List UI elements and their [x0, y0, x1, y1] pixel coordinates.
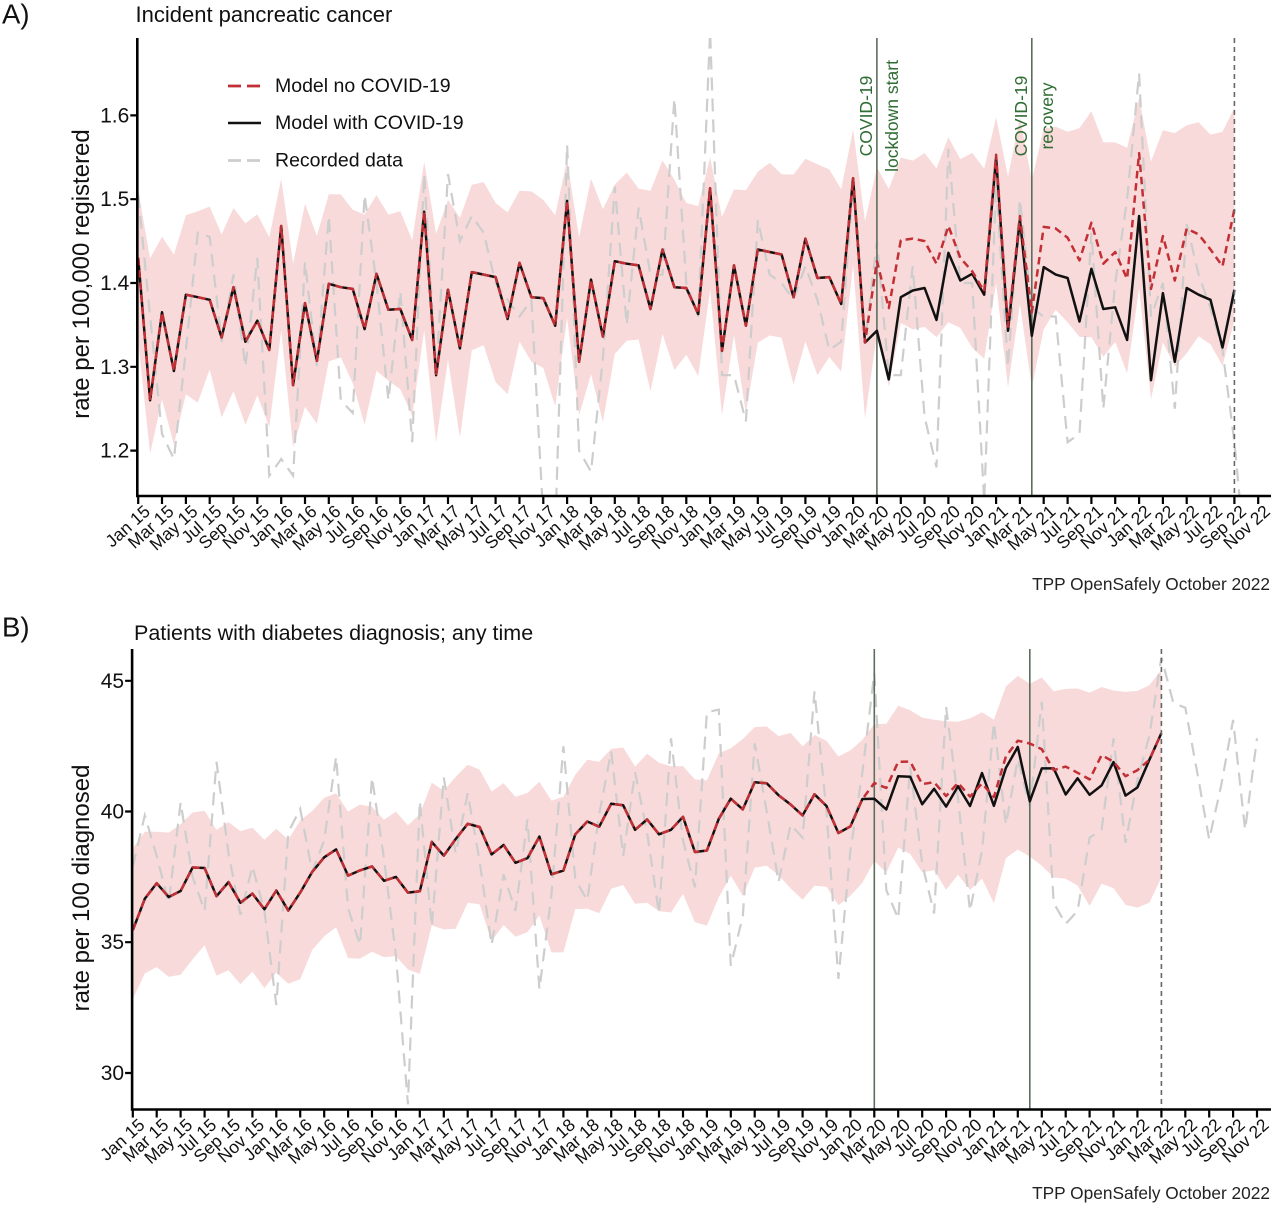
svg-text:B): B): [2, 612, 30, 643]
svg-text:TPP OpenSafely October 2022: TPP OpenSafely October 2022: [1032, 1183, 1270, 1203]
svg-text:Recorded data: Recorded data: [275, 150, 403, 172]
svg-text:1.3: 1.3: [100, 356, 129, 379]
svg-text:COVID-19: COVID-19: [856, 76, 876, 157]
svg-text:30: 30: [101, 1062, 124, 1085]
svg-text:40: 40: [101, 801, 124, 824]
svg-text:lockdown start: lockdown start: [882, 60, 902, 172]
svg-text:Patients with diabetes diagnos: Patients with diabetes diagnosis; any ti…: [134, 621, 533, 645]
svg-text:rate per 100 diagnosed: rate per 100 diagnosed: [68, 765, 95, 1012]
svg-text:35: 35: [101, 931, 124, 954]
svg-text:45: 45: [101, 670, 124, 693]
svg-text:rate per 100,000 registered: rate per 100,000 registered: [68, 129, 95, 419]
svg-text:1.6: 1.6: [100, 104, 129, 127]
svg-text:COVID-19: COVID-19: [1011, 76, 1031, 157]
svg-text:Model no COVID-19: Model no COVID-19: [275, 75, 451, 97]
svg-text:TPP OpenSafely October 2022: TPP OpenSafely October 2022: [1032, 574, 1270, 594]
svg-text:1.5: 1.5: [100, 188, 129, 211]
svg-text:Incident pancreatic cancer: Incident pancreatic cancer: [136, 2, 393, 27]
svg-text:Model with COVID-19: Model with COVID-19: [275, 112, 464, 134]
svg-text:A): A): [2, 0, 30, 30]
svg-text:recovery: recovery: [1037, 82, 1057, 149]
svg-text:1.2: 1.2: [100, 440, 129, 463]
svg-text:1.4: 1.4: [100, 272, 130, 295]
